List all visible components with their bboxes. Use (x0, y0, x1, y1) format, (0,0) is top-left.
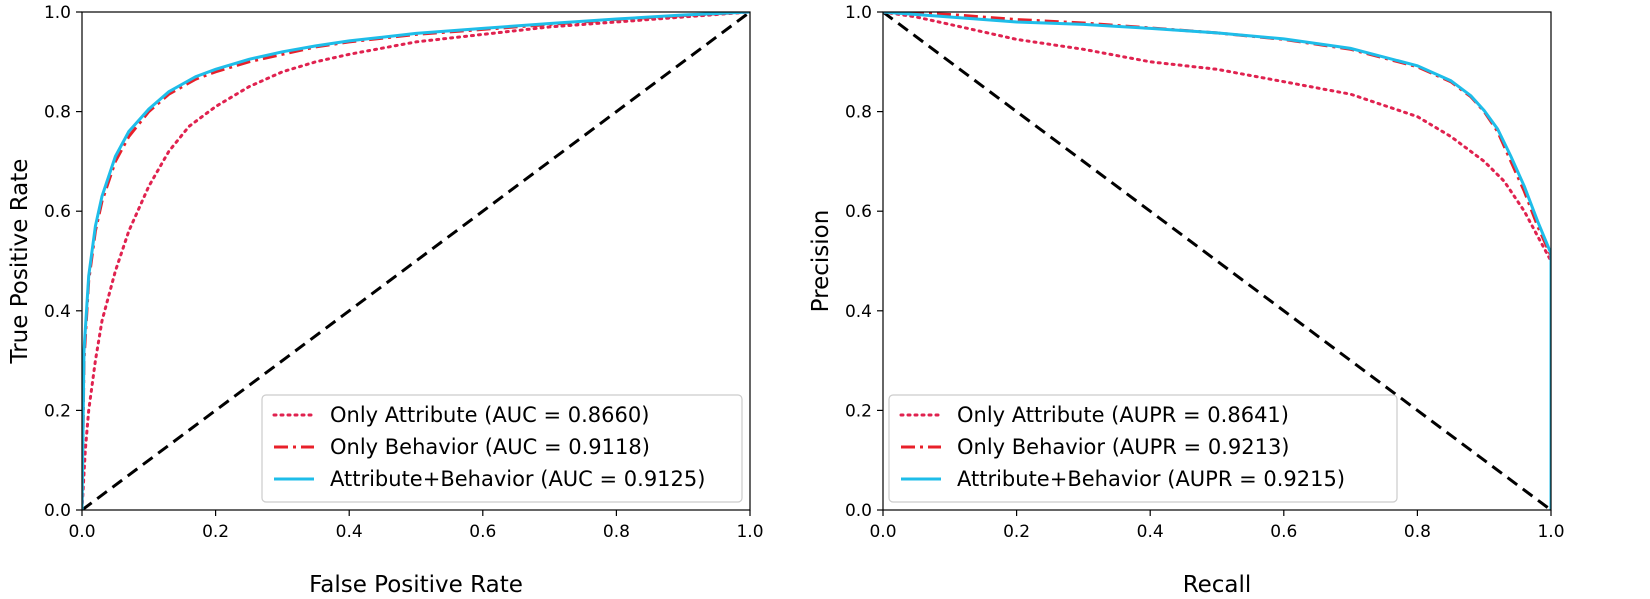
plot-frame (81, 11, 751, 511)
legend-entry-1: Only Attribute (AUPR = 0.8641) (957, 403, 1289, 427)
legend: Only Attribute (AUC = 0.8660) Only Behavi… (261, 394, 743, 503)
y-axis-label: True Positive Rate (7, 159, 33, 365)
series-line-2 (883, 12, 1551, 510)
legend-entry-3: Attribute+Behavior (AUPR = 0.9215) (957, 467, 1345, 491)
x-axis-label: Recall (1183, 572, 1252, 598)
legend-entry-2: Only Behavior (AUC = 0.9118) (330, 435, 650, 459)
x-tick-label: 0.2 (202, 522, 229, 542)
series-line-1 (82, 12, 750, 510)
x-tick-label: 0.4 (1137, 522, 1164, 542)
series-line-3 (82, 12, 750, 510)
x-tick-label: 0.0 (869, 522, 896, 542)
y-tick-label: 0.0 (845, 501, 872, 521)
series-line-3 (883, 12, 1551, 510)
y-tick-label: 0.6 (845, 202, 872, 222)
x-tick-label: 0.8 (1404, 522, 1431, 542)
plot-frame (882, 11, 1552, 511)
y-tick-label: 1.0 (44, 3, 71, 23)
x-tick-label: 1.0 (1537, 522, 1564, 542)
legend-entry-1: Only Attribute (AUC = 0.8660) (330, 403, 649, 427)
y-tick-label: 0.2 (845, 401, 872, 421)
legend-entry-3: Attribute+Behavior (AUC = 0.9125) (330, 467, 705, 491)
legend-box (261, 394, 743, 503)
chart-panel-2: 0.0 0.2 0.4 0.6 0.8 1.0 0.0 0.2 0.4 0.6 0.8 1.0 Reca… (808, 3, 1565, 598)
x-tick-label: 0.8 (603, 522, 630, 542)
x-tick-label: 1.0 (736, 522, 763, 542)
y-tick-label: 0.4 (44, 302, 71, 322)
legend: Only Attribute (AUPR = 0.8641) Only Behav… (888, 394, 1398, 503)
x-tick-label: 0.6 (469, 522, 496, 542)
legend-entry-2: Only Behavior (AUPR = 0.9213) (957, 435, 1290, 459)
y-tick-label: 0.8 (845, 103, 872, 123)
series-line-1 (883, 12, 1551, 510)
y-tick-label: 0.6 (44, 202, 71, 222)
y-tick-label: 1.0 (845, 3, 872, 23)
baseline-line (883, 12, 1551, 510)
y-tick-label: 0.0 (44, 501, 71, 521)
x-tick-label: 0.0 (68, 522, 95, 542)
y-tick-label: 0.2 (44, 401, 71, 421)
legend-box (888, 394, 1398, 503)
x-tick-label: 0.2 (1003, 522, 1030, 542)
y-tick-label: 0.4 (845, 302, 872, 322)
y-tick-label: 0.8 (44, 103, 71, 123)
chart-panel-1: 0.0 0.2 0.4 0.6 0.8 1.0 0.0 0.2 0.4 0.6 0.8 1.0 Fals… (7, 3, 764, 598)
x-tick-label: 0.4 (336, 522, 363, 542)
baseline-line (82, 12, 750, 510)
x-axis-label: False Positive Rate (309, 572, 523, 598)
y-axis-label: Precision (808, 210, 834, 313)
x-tick-label: 0.6 (1270, 522, 1297, 542)
